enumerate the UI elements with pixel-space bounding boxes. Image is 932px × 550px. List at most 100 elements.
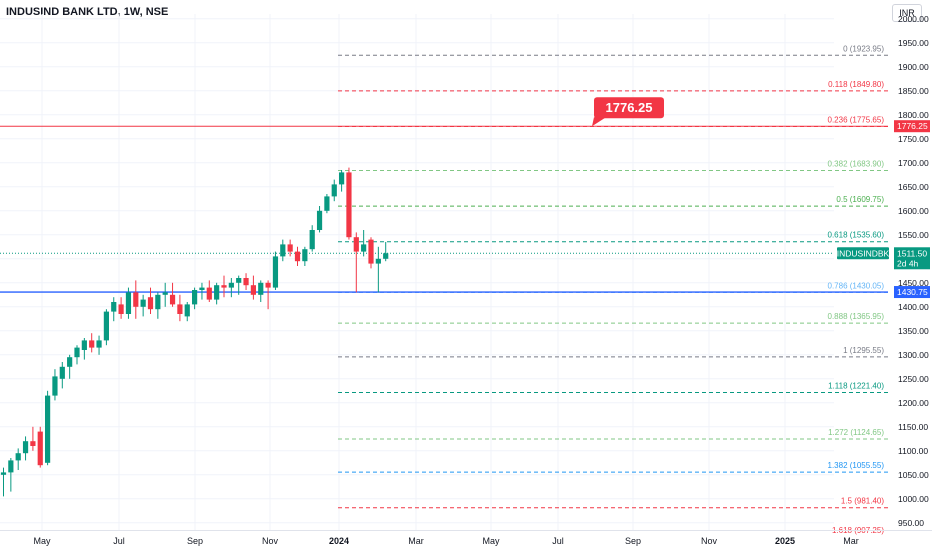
candle-body[interactable]	[294, 251, 301, 262]
candle-body[interactable]	[111, 302, 117, 312]
candle-body[interactable]	[45, 395, 51, 463]
resistance-callout[interactable]	[594, 97, 664, 119]
candle-body[interactable]	[206, 287, 212, 300]
fib-level-label: 0.888 (1365.95)	[828, 312, 885, 321]
candle-body[interactable]	[118, 304, 124, 314]
resistance-price-text: 1776.25	[897, 121, 928, 131]
candle-body[interactable]	[236, 278, 242, 283]
candle-body[interactable]	[74, 347, 80, 358]
y-tick-label: 1150.00	[898, 422, 928, 432]
candle-body[interactable]	[265, 282, 271, 288]
candle-body[interactable]	[89, 340, 95, 348]
last-price-text: 1511.50	[897, 248, 927, 258]
candle-body[interactable]	[250, 285, 256, 295]
fib-level-label: 0.382 (1683.90)	[828, 160, 885, 169]
y-tick-label: 1950.00	[898, 38, 929, 48]
candle-body[interactable]	[125, 292, 132, 314]
support-price-text: 1430.75	[897, 287, 928, 297]
x-tick-label: Jul	[113, 536, 125, 546]
candle-body[interactable]	[339, 172, 345, 185]
candle-body[interactable]	[368, 239, 374, 264]
x-tick-label: Sep	[187, 536, 203, 546]
candle-body[interactable]	[15, 453, 21, 461]
y-tick-label: 1050.00	[898, 470, 929, 480]
candle-body[interactable]	[155, 294, 161, 310]
candle-body[interactable]	[383, 253, 389, 259]
resistance-callout-pointer	[592, 117, 606, 127]
candle-body[interactable]	[221, 285, 227, 288]
currency-button[interactable]: INR	[892, 4, 922, 22]
y-tick-label: 1200.00	[898, 398, 929, 408]
candle-body[interactable]	[22, 441, 29, 454]
y-tick-label: 1600.00	[898, 206, 929, 216]
countdown-text: 2d 4h	[897, 258, 919, 268]
candle-body[interactable]	[316, 210, 323, 230]
candle-body[interactable]	[192, 290, 198, 305]
y-tick-label: 1800.00	[898, 110, 929, 120]
fib-level-label: 0.236 (1775.65)	[828, 115, 885, 124]
candle-body[interactable]	[346, 172, 352, 238]
candle-body[interactable]	[258, 282, 264, 295]
y-tick-label: 1850.00	[898, 86, 929, 96]
y-tick-label: 1900.00	[898, 62, 929, 72]
candle-body[interactable]	[287, 244, 293, 252]
candle-body[interactable]	[184, 304, 190, 317]
x-tick-label: Sep	[625, 536, 641, 546]
fib-level-label: 1 (1295.55)	[843, 346, 884, 355]
candle-body[interactable]	[30, 441, 36, 446]
candle-body[interactable]	[199, 287, 205, 290]
resistance-callout-label: 1776.25	[606, 100, 653, 115]
candle-body[interactable]	[96, 340, 102, 348]
candle-body[interactable]	[243, 278, 249, 286]
candle-body[interactable]	[0, 472, 7, 475]
candle-body[interactable]	[214, 285, 220, 300]
candle-body[interactable]	[52, 376, 58, 396]
candle-body[interactable]	[375, 258, 381, 264]
candle-body[interactable]	[302, 249, 308, 262]
y-tick-label: 2000.00	[898, 14, 929, 24]
candle-body[interactable]	[309, 230, 315, 250]
candle-body[interactable]	[59, 366, 65, 379]
last-price-badge	[894, 247, 930, 270]
fib-level-label: 0.118 (1849.80)	[828, 80, 884, 89]
candle-body[interactable]	[324, 196, 330, 211]
resistance-price-badge	[894, 120, 930, 133]
candle-body[interactable]	[331, 184, 337, 197]
symbol-badge-text: INDUSINDBK	[837, 248, 890, 258]
support-price-badge	[894, 286, 930, 299]
candle-body[interactable]	[361, 244, 367, 252]
candle-body[interactable]	[280, 244, 286, 257]
candle-body[interactable]	[228, 282, 234, 288]
candle-body[interactable]	[140, 299, 146, 307]
candle-body[interactable]	[8, 460, 14, 473]
candle-body[interactable]	[147, 297, 154, 310]
candle-body[interactable]	[162, 292, 168, 295]
x-tick-label: Jul	[552, 536, 564, 546]
y-tick-label: 1700.00	[898, 158, 929, 168]
y-tick-label: 1350.00	[898, 326, 929, 336]
y-tick-label: 1300.00	[898, 350, 929, 360]
candle-body[interactable]	[272, 256, 279, 288]
candle-body[interactable]	[103, 311, 109, 341]
candle-body[interactable]	[169, 294, 176, 305]
symbol-badge	[837, 247, 889, 260]
y-tick-label: 1250.00	[898, 374, 929, 384]
y-tick-label: 1450.00	[898, 278, 929, 288]
x-tick-label: Nov	[701, 536, 718, 546]
y-tick-label: 1400.00	[898, 302, 929, 312]
candle-body[interactable]	[353, 237, 359, 252]
candle-body[interactable]	[133, 292, 139, 307]
fib-level-label: 0.5 (1609.75)	[836, 195, 884, 204]
chart-title: INDUSIND BANK LTD, 1W, NSE	[6, 6, 169, 18]
fib-level-label: 1.5 (981.40)	[841, 497, 884, 506]
x-tick-label: May	[482, 536, 500, 546]
candle-body[interactable]	[67, 357, 73, 367]
candle-body[interactable]	[177, 304, 183, 314]
candle-body[interactable]	[37, 431, 43, 466]
candle-body[interactable]	[81, 340, 87, 350]
y-tick-label: 950.00	[898, 518, 924, 528]
fib-level-label: 1.118 (1221.40)	[828, 382, 884, 391]
y-tick-label: 1550.00	[898, 230, 929, 240]
